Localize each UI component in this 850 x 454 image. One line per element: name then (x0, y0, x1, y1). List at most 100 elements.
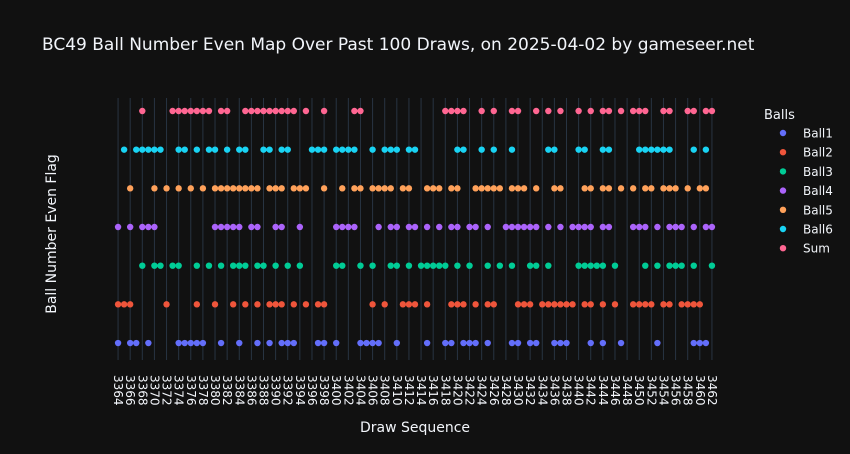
data-point[interactable] (678, 301, 685, 308)
data-point[interactable] (151, 146, 158, 153)
data-point[interactable] (684, 185, 691, 192)
data-point[interactable] (387, 146, 394, 153)
data-point[interactable] (393, 339, 401, 347)
data-point[interactable] (405, 146, 413, 153)
data-point[interactable] (423, 223, 431, 231)
data-point[interactable] (648, 146, 655, 153)
data-point[interactable] (272, 301, 279, 308)
data-point[interactable] (478, 146, 485, 153)
data-point[interactable] (642, 301, 649, 308)
data-point[interactable] (411, 223, 419, 231)
data-point[interactable] (181, 107, 188, 115)
data-point[interactable] (369, 339, 376, 347)
data-point[interactable] (466, 262, 473, 269)
data-point[interactable] (333, 339, 340, 347)
data-point[interactable] (551, 301, 558, 308)
data-point[interactable] (133, 146, 140, 153)
data-point[interactable] (193, 107, 201, 115)
data-point[interactable] (581, 185, 588, 192)
data-point[interactable] (666, 146, 673, 153)
data-point[interactable] (581, 223, 588, 231)
data-point[interactable] (454, 185, 461, 192)
data-point[interactable] (696, 301, 704, 308)
data-point[interactable] (302, 301, 310, 308)
data-point[interactable] (460, 301, 467, 308)
data-point[interactable] (660, 301, 667, 308)
data-point[interactable] (254, 262, 261, 269)
data-point[interactable] (629, 107, 637, 115)
data-point[interactable] (551, 185, 558, 192)
data-point[interactable] (236, 146, 243, 153)
data-point[interactable] (636, 301, 643, 308)
data-point[interactable] (266, 185, 273, 192)
data-point[interactable] (199, 107, 207, 115)
data-point[interactable] (454, 107, 461, 115)
data-point[interactable] (636, 223, 643, 231)
data-point[interactable] (157, 146, 164, 153)
data-point[interactable] (611, 301, 619, 308)
data-point[interactable] (575, 146, 582, 153)
data-point[interactable] (448, 223, 455, 231)
data-point[interactable] (242, 107, 249, 115)
data-point[interactable] (575, 262, 582, 269)
data-point[interactable] (387, 185, 394, 192)
data-point[interactable] (345, 146, 352, 153)
data-point[interactable] (520, 301, 528, 308)
data-point[interactable] (211, 185, 219, 192)
data-point[interactable] (151, 185, 158, 192)
data-point[interactable] (405, 262, 413, 269)
data-point[interactable] (278, 146, 285, 153)
data-point[interactable] (593, 262, 600, 269)
data-point[interactable] (405, 185, 413, 192)
legend-item-ball2[interactable]: Ball2 (779, 146, 833, 160)
data-point[interactable] (393, 262, 401, 269)
data-point[interactable] (678, 262, 685, 269)
data-point[interactable] (230, 223, 237, 231)
data-point[interactable] (139, 262, 146, 269)
data-point[interactable] (139, 107, 146, 115)
data-point[interactable] (369, 185, 376, 192)
data-point[interactable] (526, 262, 534, 269)
data-point[interactable] (254, 185, 261, 192)
data-point[interactable] (533, 223, 540, 231)
data-point[interactable] (605, 223, 613, 231)
data-point[interactable] (557, 301, 564, 308)
data-point[interactable] (193, 262, 201, 269)
data-point[interactable] (369, 301, 376, 308)
data-point[interactable] (139, 146, 146, 153)
data-point[interactable] (290, 301, 297, 308)
data-point[interactable] (702, 146, 710, 153)
data-point[interactable] (120, 146, 128, 153)
data-point[interactable] (399, 185, 407, 192)
data-point[interactable] (660, 107, 667, 115)
legend-item-ball5[interactable]: Ball5 (779, 203, 833, 217)
data-point[interactable] (629, 301, 637, 308)
data-point[interactable] (248, 107, 255, 115)
data-point[interactable] (690, 301, 697, 308)
data-point[interactable] (126, 301, 134, 308)
data-point[interactable] (587, 107, 594, 115)
data-point[interactable] (617, 185, 625, 192)
data-point[interactable] (666, 262, 673, 269)
data-point[interactable] (472, 339, 479, 347)
data-point[interactable] (345, 223, 352, 231)
data-point[interactable] (611, 262, 619, 269)
data-point[interactable] (508, 262, 516, 269)
data-point[interactable] (357, 262, 364, 269)
data-point[interactable] (223, 223, 231, 231)
data-point[interactable] (381, 185, 388, 192)
data-point[interactable] (599, 146, 607, 153)
data-point[interactable] (175, 339, 182, 347)
data-point[interactable] (448, 107, 455, 115)
data-point[interactable] (660, 146, 667, 153)
data-point[interactable] (423, 339, 431, 347)
data-point[interactable] (460, 146, 467, 153)
data-point[interactable] (599, 262, 607, 269)
data-point[interactable] (533, 262, 540, 269)
legend-item-ball3[interactable]: Ball3 (779, 165, 833, 179)
data-point[interactable] (351, 146, 358, 153)
data-point[interactable] (508, 146, 516, 153)
data-point[interactable] (442, 107, 449, 115)
data-point[interactable] (702, 107, 710, 115)
data-point[interactable] (442, 339, 449, 347)
